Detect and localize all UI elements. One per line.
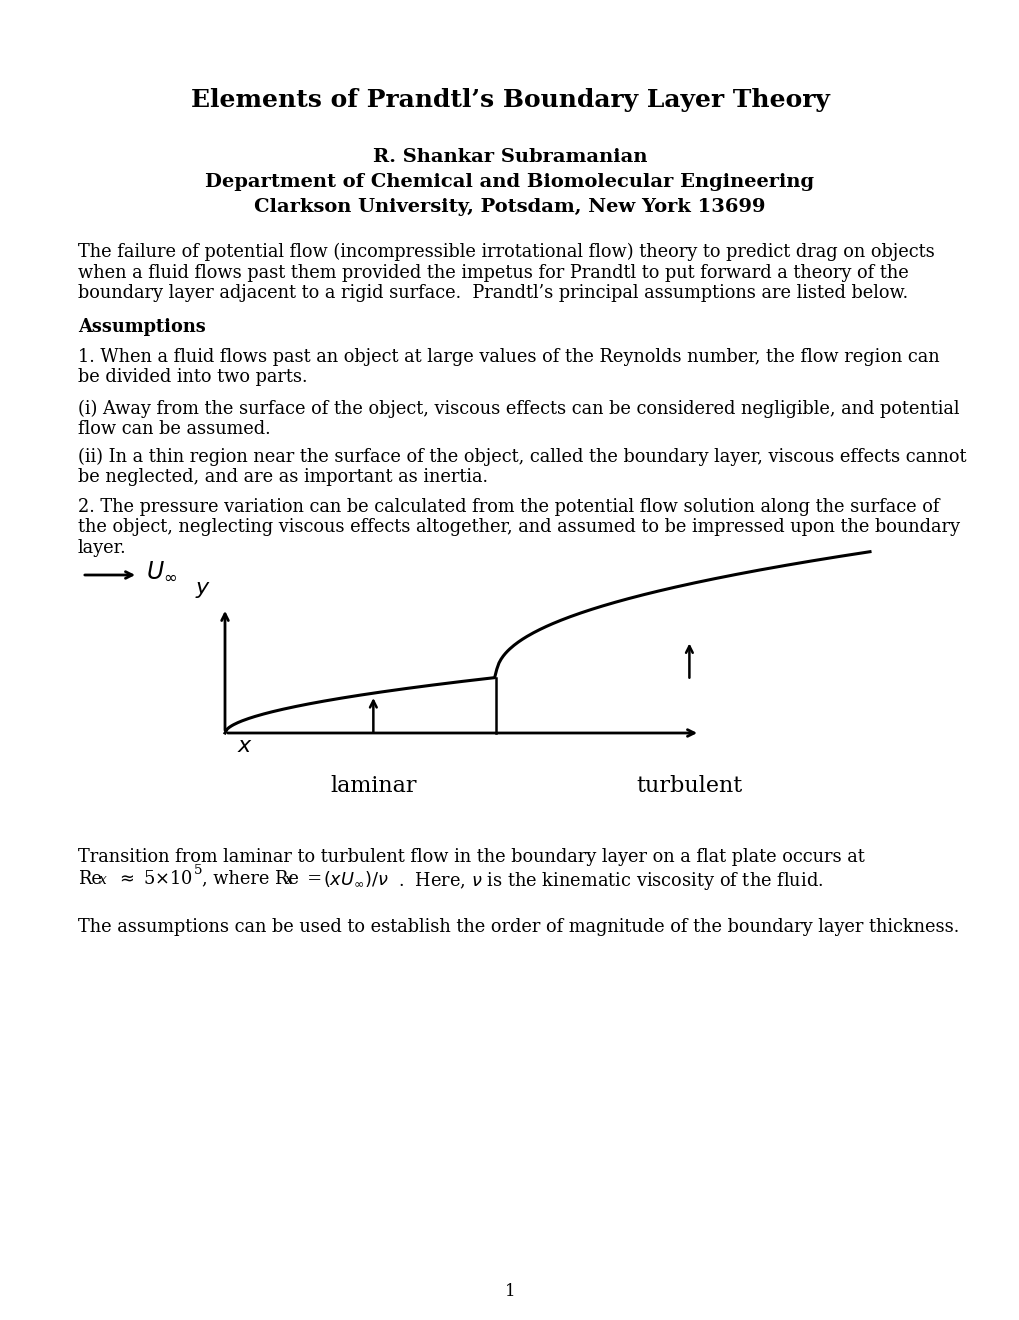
Text: 5: 5 [194,863,203,876]
Text: Assumptions: Assumptions [77,318,206,337]
Text: The failure of potential flow (incompressible irrotational flow) theory to predi: The failure of potential flow (incompres… [77,243,933,261]
Text: $U_{\infty}$: $U_{\infty}$ [146,560,177,582]
Text: 1: 1 [504,1283,515,1300]
Text: 2. The pressure variation can be calculated from the potential flow solution alo: 2. The pressure variation can be calcula… [77,498,938,516]
Text: Clarkson University, Potsdam, New York 13699: Clarkson University, Potsdam, New York 1… [254,198,765,216]
Text: (i) Away from the surface of the object, viscous effects can be considered negli: (i) Away from the surface of the object,… [77,400,959,418]
Text: $y$: $y$ [195,578,211,601]
Text: x: x [284,874,292,887]
Text: layer.: layer. [77,539,126,557]
Text: =: = [296,870,333,887]
Text: $x$: $x$ [236,735,253,756]
Text: Department of Chemical and Biomolecular Engineering: Department of Chemical and Biomolecular … [205,173,814,191]
Text: be divided into two parts.: be divided into two parts. [77,368,307,387]
Text: (ii) In a thin region near the surface of the object, called the boundary layer,: (ii) In a thin region near the surface o… [77,447,966,466]
Text: turbulent: turbulent [636,775,742,797]
Text: be neglected, and are as important as inertia.: be neglected, and are as important as in… [77,469,487,487]
Text: .  Here, $\nu$ is the kinematic viscosity of the fluid.: . Here, $\nu$ is the kinematic viscosity… [397,870,822,891]
Text: flow can be assumed.: flow can be assumed. [77,421,270,438]
Text: $\approx$ 5$\times$10: $\approx$ 5$\times$10 [110,870,193,887]
Text: laminar: laminar [330,775,416,797]
Text: 1. When a fluid flows past an object at large values of the Reynolds number, the: 1. When a fluid flows past an object at … [77,348,938,366]
Text: Transition from laminar to turbulent flow in the boundary layer on a flat plate : Transition from laminar to turbulent flo… [77,847,864,866]
Text: when a fluid flows past them provided the impetus for Prandtl to put forward a t: when a fluid flows past them provided th… [77,264,908,281]
Text: , where Re: , where Re [202,870,299,887]
Text: boundary layer adjacent to a rigid surface.  Prandtl’s principal assumptions are: boundary layer adjacent to a rigid surfa… [77,284,907,302]
Text: Re: Re [77,870,102,887]
Text: Elements of Prandtl’s Boundary Layer Theory: Elements of Prandtl’s Boundary Layer The… [191,88,828,112]
Text: $\left(xU_{\infty}\right)/\nu$: $\left(xU_{\infty}\right)/\nu$ [323,870,388,888]
Text: x: x [99,874,107,887]
Text: The assumptions can be used to establish the order of magnitude of the boundary : The assumptions can be used to establish… [77,917,958,936]
Text: R. Shankar Subramanian: R. Shankar Subramanian [372,148,647,166]
Text: the object, neglecting viscous effects altogether, and assumed to be impressed u: the object, neglecting viscous effects a… [77,519,959,536]
